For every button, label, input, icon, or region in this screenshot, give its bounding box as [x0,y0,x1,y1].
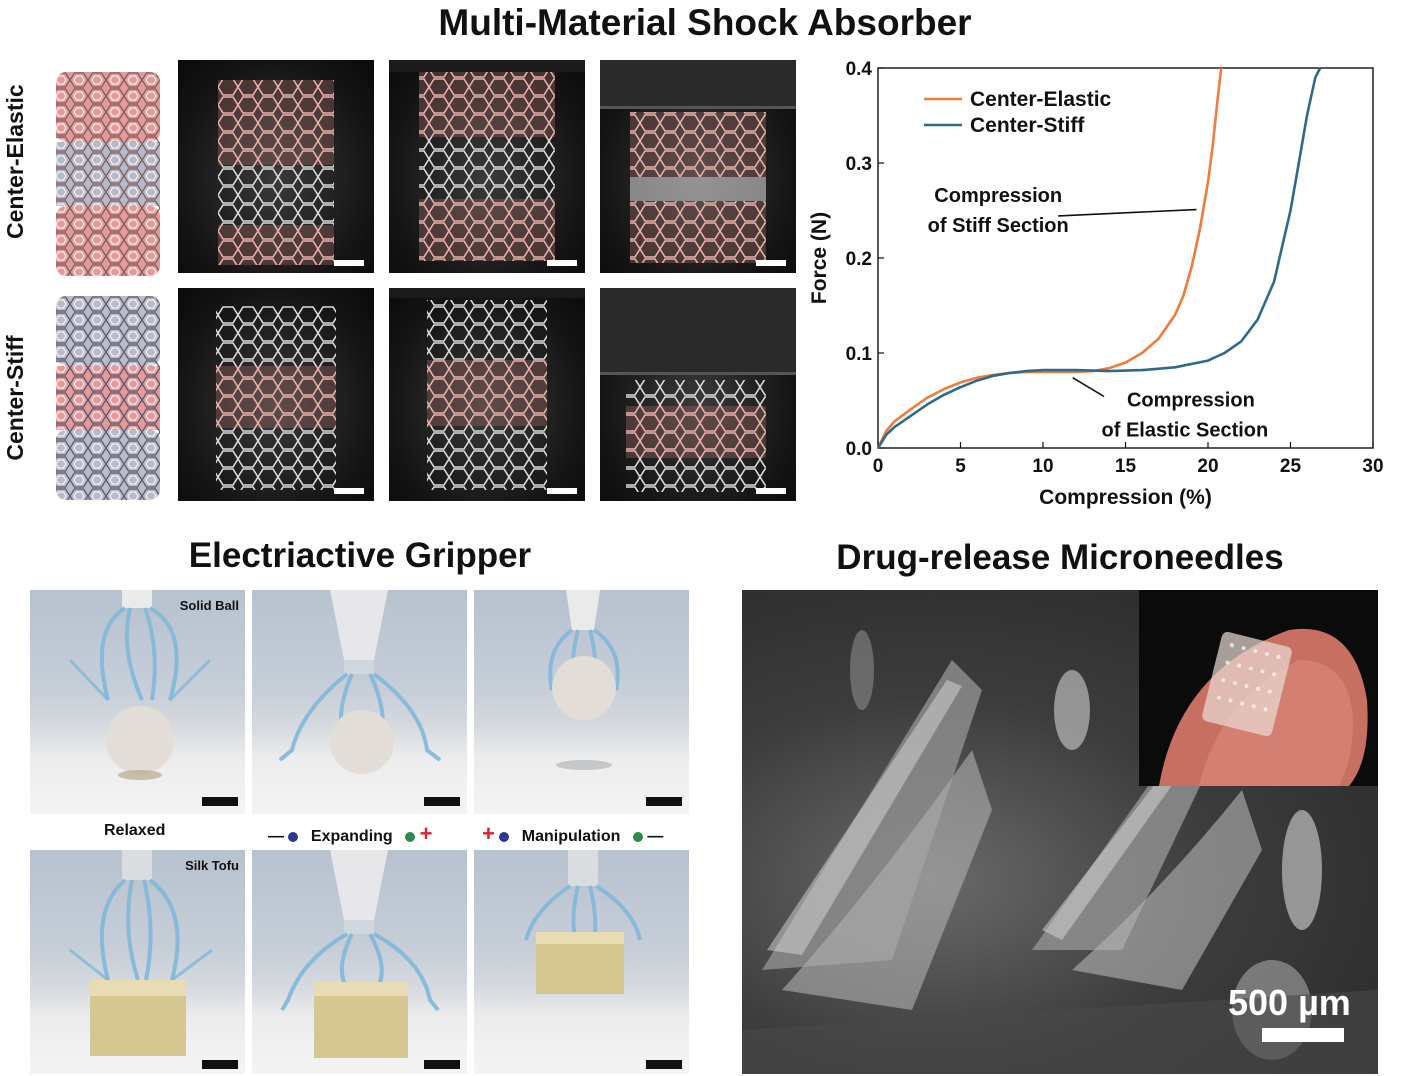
row-label-center-elastic: Center-Elastic [2,84,28,239]
x-tick-label: 5 [955,456,966,477]
photo-gripper-tofu-manipulation [474,850,689,1074]
scale-bar [756,488,786,494]
chart-text: 0 5 10 15 20 25 30 0.0 0.1 0.2 0.3 0.4 Compression (… [808,59,1384,509]
scale-bar [547,488,577,494]
gripper-title: Electriactive Gripper [188,536,532,575]
minus-sign: — [268,828,284,845]
photo-microneedles: 500 µm [742,590,1378,1074]
plus-sign: + [482,821,495,846]
scale-bar [646,797,682,806]
photo-gripper-tofu-expanding [252,850,467,1074]
y-axis-label: Force (N) [808,212,831,304]
label-solid-ball: Solid Ball [179,598,239,613]
x-tick-label: 15 [1115,456,1137,477]
inset-fingertip-patch [1139,590,1378,786]
photo-center-stiff-compressed [600,288,796,501]
label-manipulation: Manipulation [521,828,621,845]
x-axis-label: Compression (%) [1039,486,1212,509]
scale-bar [202,1060,238,1069]
photo-gripper-ball-expanding [252,590,467,814]
series-line-center-elastic [876,67,1223,449]
scale-bar [424,797,460,806]
scale-bar [1262,1028,1344,1042]
row-label-center-stiff: Center-Stiff [2,335,28,461]
scale-bar [202,797,238,806]
microneedle-scale-label: 500 µm [1228,982,1351,1023]
y-tick-label: 0.4 [846,59,873,80]
x-tick-label: 30 [1362,456,1383,477]
scale-bar [334,488,364,494]
scale-bar [334,260,364,266]
plus-sign: + [419,821,433,846]
series-line-center-stiff [876,67,1322,449]
microneedles-title: Drug-release Microneedles [836,538,1284,577]
label-manipulation-group: + Manipulation — [482,821,663,847]
photo-gripper-ball-relaxed: Solid Ball [30,590,245,814]
photo-center-stiff-press [389,288,585,501]
label-relaxed: Relaxed [104,822,166,839]
x-tick-label: 25 [1280,456,1302,477]
annotation-pointer [1058,208,1197,217]
minus-sign: — [647,828,664,845]
annotation-elastic-section: Compression of Elastic Section [1102,390,1269,442]
blue-electrode-icon [288,831,299,842]
label-expanding: Expanding [310,828,393,845]
photo-center-elastic-initial [178,60,374,273]
blue-electrode-icon [499,831,510,842]
y-tick-label: 0.2 [846,249,872,270]
scale-bar [547,260,577,266]
green-electrode-icon [632,831,643,842]
lattice-schematic-center-elastic [56,72,160,276]
y-tick-label: 0.0 [846,439,872,460]
lattice-schematic-center-stiff [56,296,160,500]
chart-series [876,67,1322,449]
label-expanding-group: — Expanding + [268,821,432,847]
annotation-stiff-section: Compression of Stiff Section [928,185,1069,237]
legend-label: Center-Stiff [970,114,1085,137]
force-compression-chart: 0 5 10 15 20 25 30 0.0 0.1 0.2 0.3 0.4 Compression (… [808,59,1384,509]
annotation-pointer [1072,377,1105,398]
green-electrode-icon [405,831,416,842]
y-tick-label: 0.1 [846,344,873,365]
x-tick-label: 20 [1197,456,1218,477]
photo-gripper-tofu-relaxed: Silk Tofu [30,850,245,1074]
scale-bar [424,1060,460,1069]
shock-absorber-title: Multi-Material Shock Absorber [438,2,972,43]
photo-center-elastic-press [389,60,585,273]
label-silk-tofu: Silk Tofu [185,858,239,873]
legend-label: Center-Elastic [970,88,1112,111]
scale-bar [756,260,786,266]
x-tick-label: 10 [1032,456,1053,477]
photo-center-elastic-compressed [600,60,796,273]
photo-center-stiff-initial [178,288,374,501]
y-tick-label: 0.3 [846,154,872,175]
scale-bar [646,1060,682,1069]
photo-gripper-ball-manipulation [474,590,689,814]
x-tick-label: 0 [873,456,884,477]
